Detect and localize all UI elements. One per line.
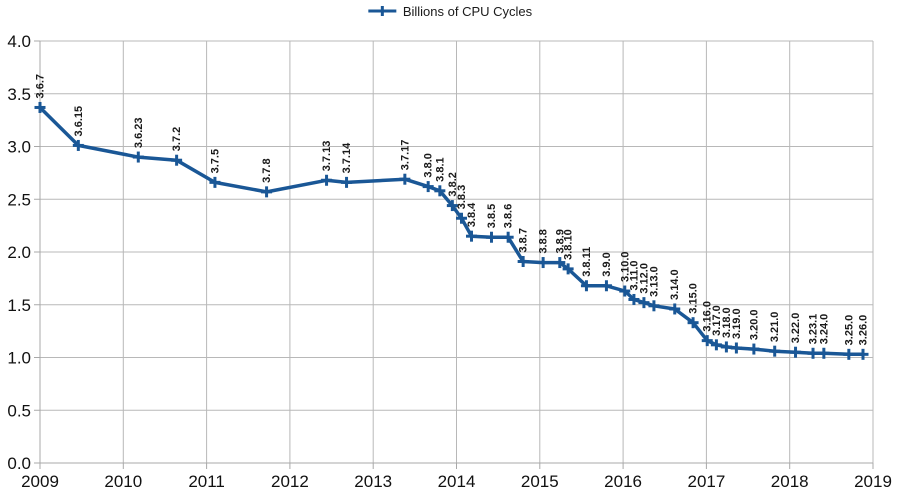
- data-point-label: 3.23.1: [808, 314, 820, 345]
- data-point-label: 3.8.7: [518, 228, 530, 252]
- y-tick-label: 2.5: [7, 190, 31, 209]
- data-point-label: 3.7.17: [399, 140, 411, 171]
- data-point-label: 3.8.10: [563, 229, 575, 260]
- y-tick-label: 3.5: [7, 85, 31, 104]
- y-tick-label: 4.0: [7, 32, 31, 51]
- data-point-label: 3.8.8: [538, 229, 550, 253]
- data-point-label: 3.7.8: [261, 158, 273, 182]
- data-point-label: 3.17.0: [711, 305, 723, 336]
- data-point-label: 3.8.1: [434, 157, 446, 181]
- data-point-label: 3.7.5: [209, 149, 221, 173]
- data-point-label: 3.8.11: [581, 247, 593, 277]
- data-point-label: 3.15.0: [688, 283, 700, 314]
- y-tick-label: 2.0: [7, 243, 31, 262]
- data-point-label: 3.6.7: [35, 74, 47, 98]
- data-point-label: 3.8.9: [554, 229, 566, 253]
- data-point-label: 3.12.0: [638, 263, 650, 294]
- x-tick-label: 2010: [104, 472, 142, 491]
- legend: Billions of CPU Cycles: [367, 2, 532, 20]
- data-point-label: 3.16.0: [702, 301, 714, 332]
- series-marker-icon: [367, 6, 396, 16]
- data-point-label: 3.8.5: [486, 204, 498, 228]
- data-point-label: 3.7.13: [321, 141, 333, 172]
- data-point-label: 3.8.6: [503, 204, 515, 228]
- data-point-label: 3.14.0: [669, 269, 681, 300]
- y-tick-label: 0.0: [7, 454, 31, 473]
- data-point-label: 3.7.14: [341, 142, 353, 173]
- data-point-label: 3.11.0: [628, 260, 640, 290]
- x-tick-label: 2009: [21, 472, 59, 491]
- data-point-label: 3.20.0: [748, 309, 760, 340]
- x-tick-label: 2013: [354, 472, 392, 491]
- x-tick-label: 2011: [188, 472, 225, 491]
- data-point-label: 3.7.2: [171, 127, 183, 151]
- data-point-label: 3.6.23: [133, 117, 145, 148]
- data-point-label: 3.26.0: [858, 315, 870, 346]
- data-point-label: 3.9.0: [601, 252, 613, 276]
- x-tick-label: 2015: [521, 472, 559, 491]
- x-tick-label: 2019: [854, 472, 892, 491]
- data-point-label: 3.24.0: [818, 314, 830, 345]
- y-tick-label: 1.5: [7, 296, 31, 315]
- data-point-label: 3.8.3: [456, 185, 468, 209]
- x-tick-label: 2016: [604, 472, 642, 491]
- legend-label: Billions of CPU Cycles: [402, 3, 533, 19]
- data-point-label: 3.10.0: [619, 251, 631, 282]
- data-point-label: 3.21.0: [769, 312, 781, 343]
- data-point-label: 3.22.0: [790, 313, 802, 344]
- y-tick-label: 0.5: [7, 401, 31, 420]
- data-point-label: 3.8.2: [447, 172, 459, 196]
- x-tick-label: 2017: [687, 472, 725, 491]
- data-point-label: 3.13.0: [648, 266, 660, 297]
- data-point-label: 3.18.0: [721, 307, 733, 338]
- x-tick-label: 2018: [771, 472, 809, 491]
- data-point-label: 3.8.4: [466, 202, 478, 227]
- x-tick-label: 2012: [271, 472, 309, 491]
- y-tick-label: 1.0: [7, 349, 31, 368]
- data-point-label: 3.19.0: [731, 308, 743, 339]
- data-point-label: 3.8.0: [423, 153, 435, 177]
- data-point-label: 3.25.0: [843, 315, 855, 346]
- data-point-label: 3.6.15: [73, 106, 85, 137]
- y-tick-label: 3.0: [7, 138, 31, 157]
- x-tick-label: 2014: [438, 472, 476, 491]
